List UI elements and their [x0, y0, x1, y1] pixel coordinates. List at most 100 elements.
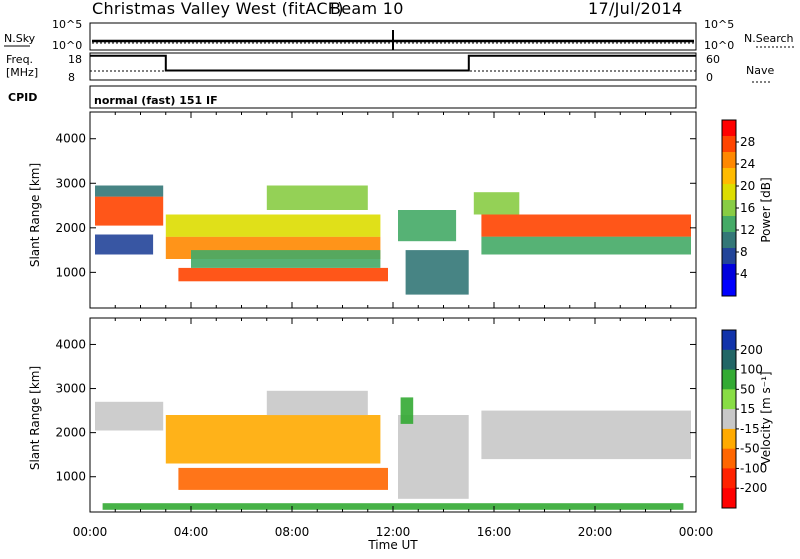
noise-left-tick-top: 10^5 — [52, 18, 82, 31]
freq-panel: Freq. [MHz] 18 8 60 0 Nave — [6, 52, 774, 84]
power-colorbar-title: Power [dB] — [759, 177, 773, 242]
time-tick-label-6: 00:00 — [679, 525, 714, 539]
power-colorbar-swatch-7 — [722, 232, 736, 249]
power-region-9 — [405, 250, 469, 295]
freq-tick-top: 18 — [68, 53, 82, 66]
velocity-x-ticks — [89, 318, 697, 512]
time-tick-label-2: 08:00 — [275, 525, 310, 539]
velocity-colorbar-label-4: -15 — [740, 422, 760, 436]
power-heatmap-cells — [95, 185, 691, 295]
cpid-panel-frame — [89, 85, 697, 109]
velocity-colorbar-swatch-4 — [722, 409, 736, 430]
velocity-region-2 — [178, 467, 388, 490]
cpid-label: CPID — [8, 91, 37, 104]
power-colorbar-label-4: 12 — [740, 223, 755, 237]
velocity-colorbar-label-2: 50 — [740, 382, 755, 396]
velocity-colorbar-swatch-6 — [722, 448, 736, 469]
time-axis-labels: 00:00 04:00 08:00 12:00 16:00 20:00 00:00 — [73, 525, 714, 539]
time-tick-label-0: 00:00 — [73, 525, 108, 539]
velocity-y-ticks: 1000 2000 3000 4000 — [55, 337, 696, 484]
velocity-panel: 1000 2000 3000 4000 Slant Range [km] — [28, 317, 697, 513]
power-region-2 — [95, 234, 154, 255]
velocity-colorbar-swatch-7 — [722, 468, 736, 489]
power-colorbar-swatch-0 — [722, 120, 736, 137]
velocity-colorbar-label-6: -100 — [740, 461, 767, 475]
power-region-6 — [191, 250, 381, 268]
velocity-colorbar-swatch-5 — [722, 428, 736, 450]
power-colorbar-swatch-5 — [722, 200, 736, 217]
noise-search-label: N.Search — [744, 32, 794, 45]
freq-panel-frame — [89, 52, 697, 81]
power-y-axis-label: Slant Range [km] — [28, 163, 42, 267]
freq-label-line1: Freq. — [6, 53, 33, 66]
power-ytick-label-2: 3000 — [55, 176, 86, 190]
velocity-region-0 — [95, 401, 164, 431]
power-colorbar-label-0: 28 — [740, 135, 755, 149]
time-tick-label-4: 16:00 — [477, 525, 512, 539]
power-colorbar-swatch-2 — [722, 152, 736, 169]
date-title: 17/Jul/2014 — [588, 0, 682, 18]
power-colorbar: 28 24 20 16 12 8 4 — [721, 119, 755, 297]
velocity-colorbar-label-0: 200 — [740, 343, 763, 357]
power-colorbar-swatch-9 — [722, 264, 736, 281]
power-colorbar-swatch-8 — [722, 248, 736, 265]
power-region-11 — [481, 236, 691, 255]
power-colorbar-label-2: 20 — [740, 179, 755, 193]
velocity-region-3 — [266, 390, 368, 416]
velocity-colorbar-swatch-1 — [722, 349, 736, 371]
power-region-4 — [165, 214, 381, 237]
beam-title: Beam 10 — [330, 0, 404, 18]
velocity-ytick-label-3: 4000 — [55, 337, 86, 351]
freq-trace — [90, 54, 696, 72]
power-colorbar-swatch-1 — [722, 136, 736, 153]
velocity-colorbar-swatch-3 — [722, 389, 736, 410]
power-region-12 — [473, 192, 520, 215]
power-colorbar-label-5: 8 — [740, 245, 748, 259]
velocity-ytick-label-1: 2000 — [55, 426, 86, 440]
velocity-colorbar-label-5: -50 — [740, 442, 760, 456]
noise-right-tick-top: 10^5 — [704, 18, 734, 31]
velocity-colorbar-frame — [721, 329, 737, 509]
power-colorbar-label-1: 24 — [740, 157, 755, 171]
power-ytick-label-1: 2000 — [55, 221, 86, 235]
velocity-colorbar-title: Velocity [m s⁻¹] — [759, 371, 773, 464]
velocity-region-4 — [398, 415, 469, 499]
time-tick-label-3: 12:00 — [376, 525, 411, 539]
power-region-7 — [266, 185, 368, 210]
power-region-10 — [481, 214, 691, 237]
velocity-ytick-label-2: 3000 — [55, 382, 86, 396]
nave-tick-bottom: 0 — [706, 71, 713, 84]
velocity-colorbar: 200 100 50 15 -15 -50 -100 -200 — [721, 329, 767, 509]
noise-panel: N.Sky 10^5 10^0 10^5 10^0 N.Search — [4, 18, 796, 52]
velocity-colorbar-label-3: 15 — [740, 402, 755, 416]
noise-right-tick-bottom: 10^0 — [704, 39, 734, 52]
power-colorbar-swatch-4 — [722, 184, 736, 201]
power-region-1 — [95, 185, 164, 197]
time-tick-label-1: 04:00 — [174, 525, 209, 539]
velocity-region-6 — [481, 410, 691, 460]
power-panel: 1000 2000 3000 4000 Slant Range [km] — [28, 111, 697, 309]
velocity-colorbar-label-1: 100 — [740, 363, 763, 377]
velocity-colorbar-swatch-2 — [722, 369, 736, 390]
power-region-8 — [398, 210, 457, 242]
velocity-colorbar-swatch-8 — [722, 488, 736, 509]
nave-label: Nave — [746, 64, 774, 77]
velocity-region-1 — [165, 415, 381, 464]
nave-tick-top: 60 — [706, 53, 720, 66]
velocity-ytick-label-0: 1000 — [55, 470, 86, 484]
power-region-0 — [95, 196, 164, 226]
velocity-heatmap-cells — [95, 390, 691, 510]
power-ytick-label-3: 4000 — [55, 132, 86, 146]
power-colorbar-swatch-3 — [722, 168, 736, 185]
velocity-y-axis-label: Slant Range [km] — [28, 366, 42, 470]
power-colorbar-swatch-6 — [722, 216, 736, 233]
noise-sky-label: N.Sky — [4, 32, 36, 45]
power-region-5 — [178, 267, 388, 282]
time-tick-label-5: 20:00 — [578, 525, 613, 539]
power-x-ticks — [89, 112, 697, 308]
power-y-ticks: 1000 2000 3000 4000 — [55, 132, 696, 279]
station-title: Christmas Valley West (fitACF) — [92, 0, 344, 18]
power-colorbar-label-3: 16 — [740, 201, 755, 215]
power-colorbar-swatch-10 — [722, 280, 736, 297]
